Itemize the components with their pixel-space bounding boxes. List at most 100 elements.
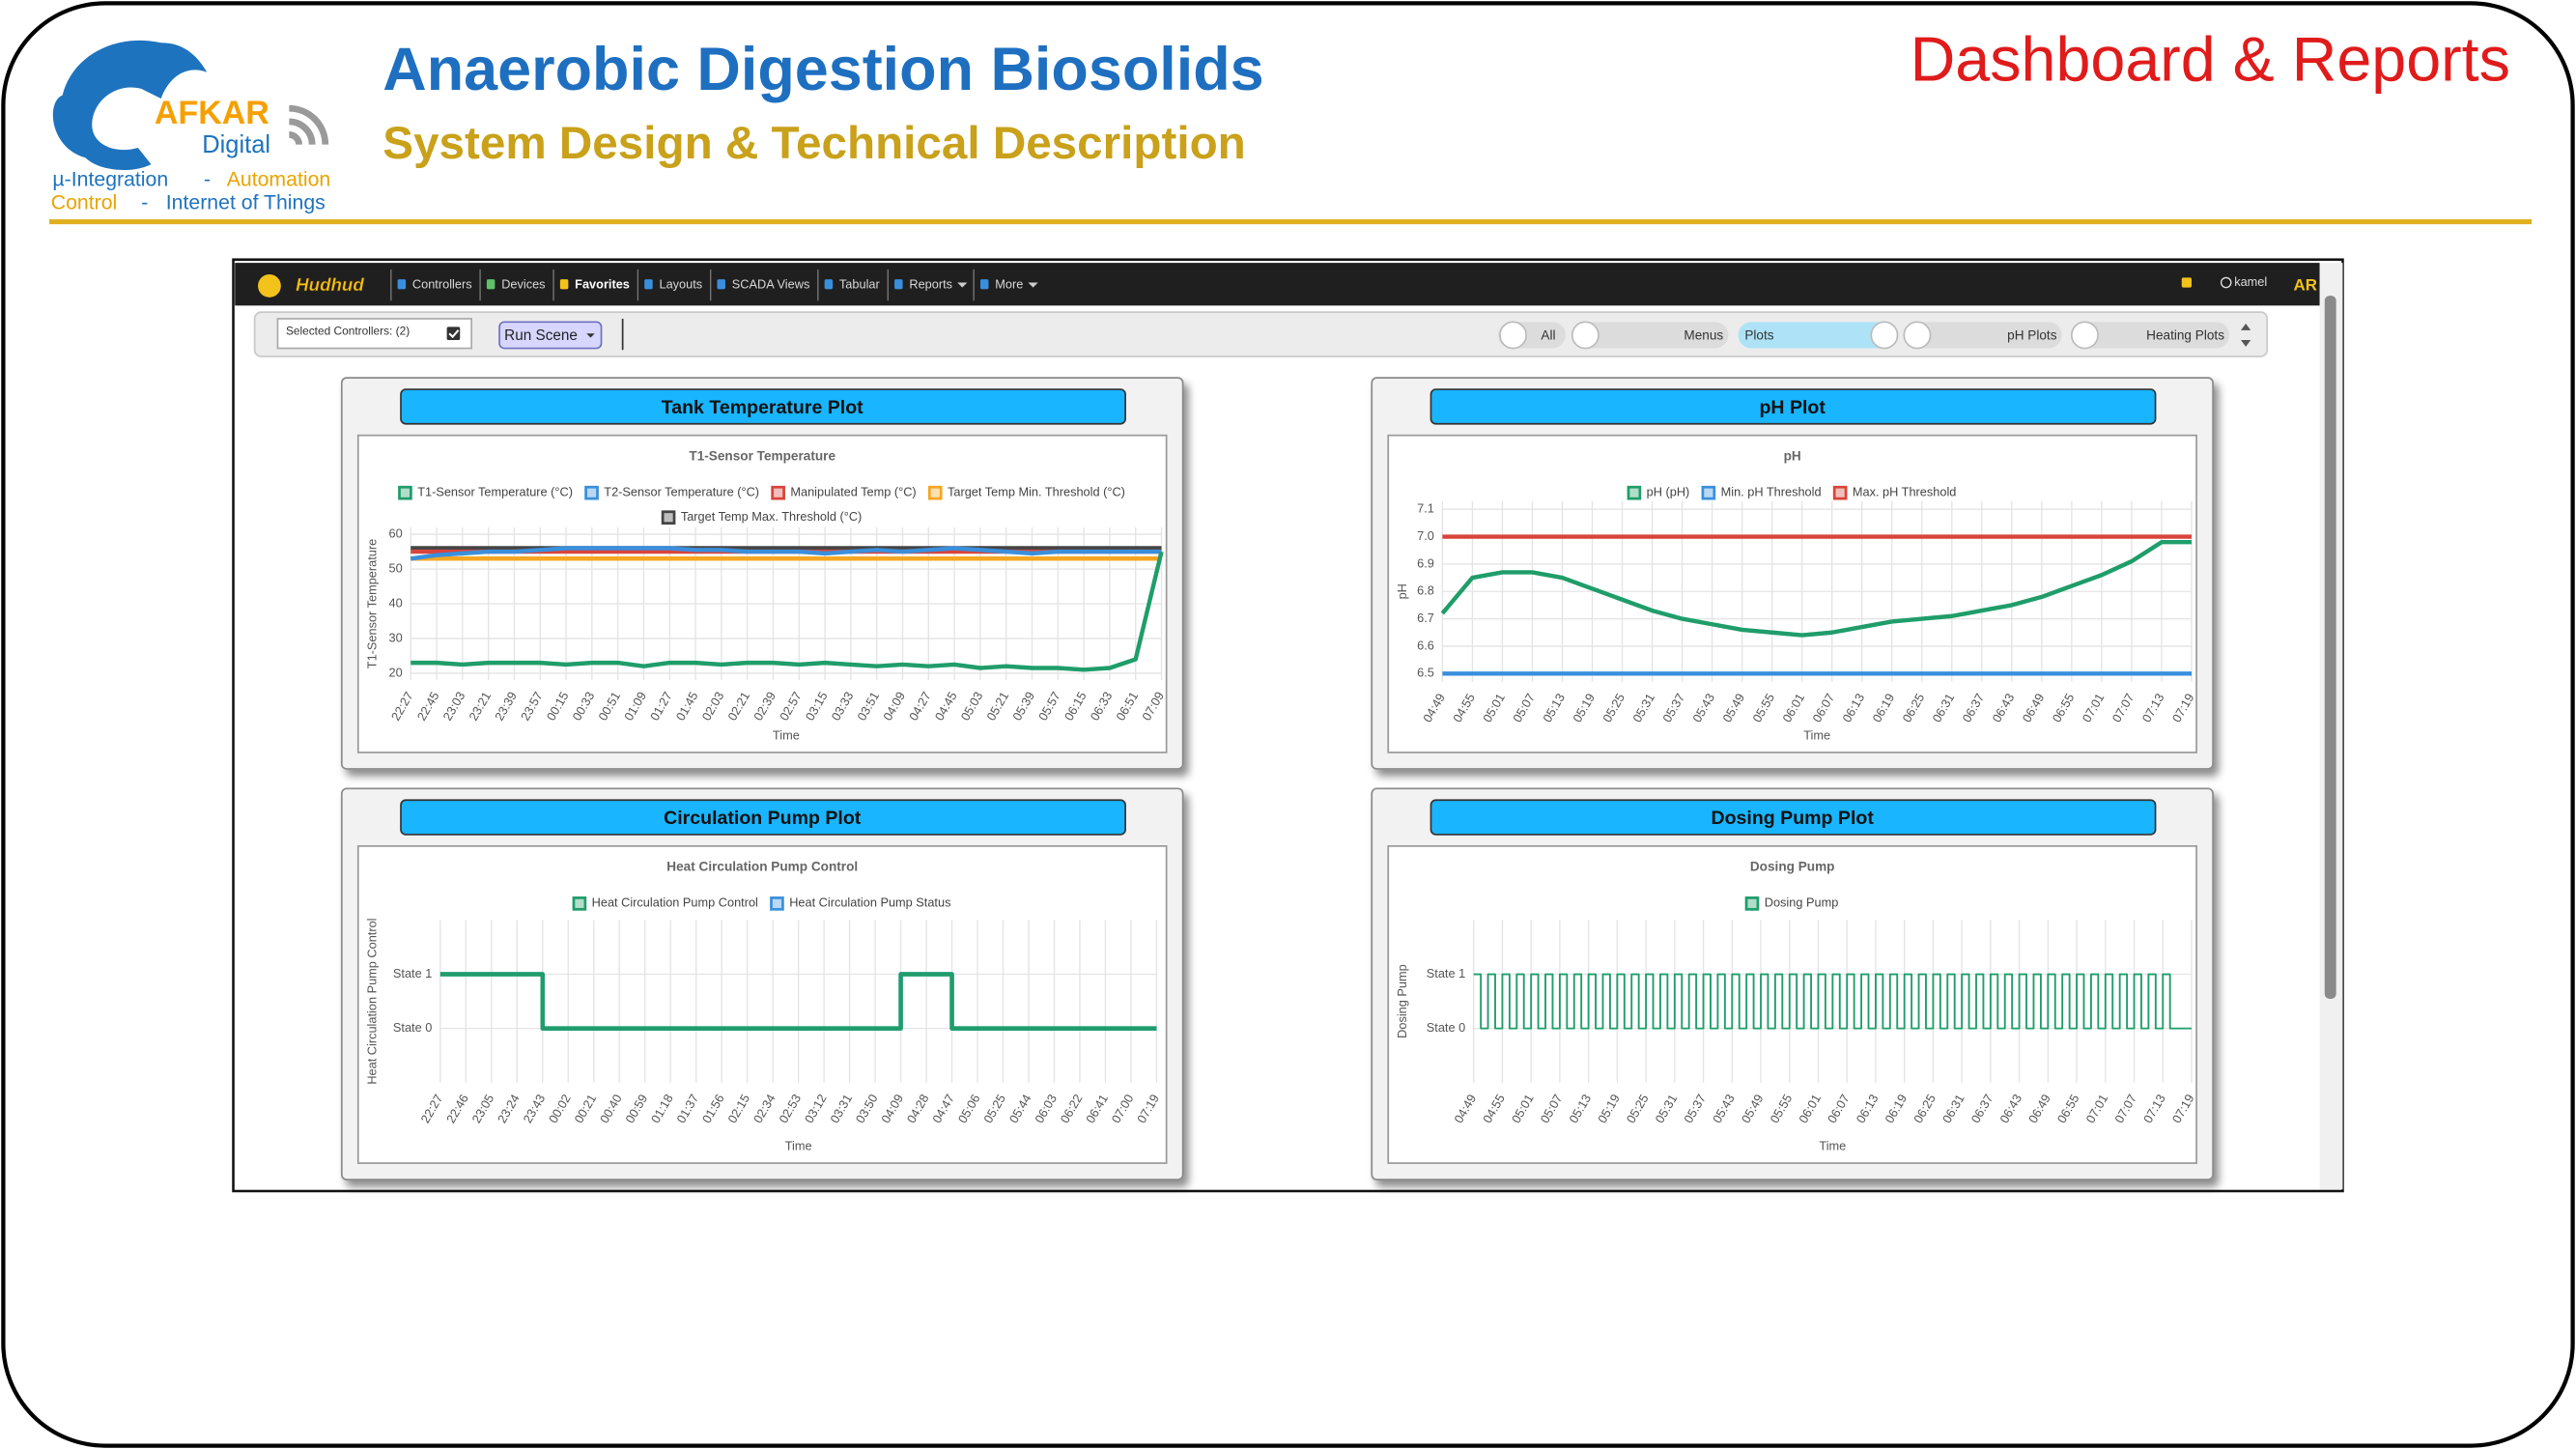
toggle-label: Menus bbox=[1684, 327, 1723, 342]
x-axis-title: Time bbox=[773, 727, 800, 742]
legend-swatch[interactable] bbox=[771, 485, 785, 500]
y-tick-label: 20 bbox=[389, 665, 403, 679]
series-line bbox=[410, 551, 1164, 672]
legend-swatch[interactable] bbox=[770, 896, 784, 911]
legend-swatch[interactable] bbox=[661, 510, 676, 526]
x-axis-title: Time bbox=[785, 1138, 812, 1152]
chart-title: Heat Circulation Pump Control bbox=[666, 860, 858, 874]
legend-label[interactable]: T2-Sensor Temperature (°C) bbox=[604, 485, 759, 499]
series-line bbox=[1440, 540, 2192, 638]
language[interactable]: AR bbox=[2293, 275, 2317, 294]
legend-swatch[interactable] bbox=[1701, 485, 1716, 500]
section-title: Dashboard & Reports bbox=[1911, 24, 2510, 94]
logo-name: AFKAR bbox=[155, 95, 269, 131]
brand[interactable]: Hudhud bbox=[296, 274, 365, 296]
series-line bbox=[410, 546, 1162, 561]
logo: AFKAR Digital µ-Integration - Automation… bbox=[51, 40, 331, 213]
legend-label[interactable]: Target Temp Min. Threshold (°C) bbox=[948, 485, 1125, 499]
x-axis-title: Time bbox=[1819, 1138, 1846, 1152]
chart-title: pH bbox=[1784, 448, 1801, 463]
legend-swatch[interactable] bbox=[584, 485, 599, 500]
toggle-track[interactable] bbox=[1738, 322, 1898, 349]
toggle-knob[interactable] bbox=[1571, 321, 1599, 350]
y-axis-title: pH bbox=[1395, 583, 1409, 599]
user[interactable]: kamel bbox=[2234, 274, 2267, 289]
user-icon bbox=[2220, 276, 2232, 289]
toggle-knob[interactable] bbox=[2070, 321, 2099, 350]
nav-item[interactable]: Reports bbox=[909, 276, 952, 291]
toggle-label: All bbox=[1541, 327, 1555, 342]
nav-item[interactable]: Controllers bbox=[412, 276, 472, 291]
toggle-track[interactable] bbox=[2073, 322, 2230, 349]
nav-icon bbox=[894, 279, 903, 290]
brand-icon bbox=[258, 274, 281, 298]
nav-item[interactable]: SCADA Views bbox=[732, 276, 810, 291]
logo-tagline: - bbox=[204, 168, 211, 191]
scrollbar-thumb[interactable] bbox=[2324, 296, 2336, 1000]
toolbar-spinner[interactable] bbox=[2241, 324, 2251, 347]
toggle-knob[interactable] bbox=[1903, 321, 1932, 350]
chart-frame bbox=[1387, 434, 2197, 753]
legend-swatch[interactable] bbox=[927, 485, 943, 500]
nav-icon bbox=[979, 279, 989, 290]
panel-title: pH Plot bbox=[1759, 397, 1826, 418]
y-tick-label: 6.5 bbox=[1417, 666, 1434, 680]
legend-label[interactable]: Manipulated Temp (°C) bbox=[790, 485, 916, 499]
legend-label[interactable]: Target Temp Max. Threshold (°C) bbox=[681, 509, 862, 524]
y-tick-label: State 0 bbox=[1427, 1020, 1465, 1035]
legend-label[interactable]: Heat Circulation Pump Status bbox=[789, 895, 950, 910]
y-tick-label: 50 bbox=[389, 560, 403, 575]
controllers-label: Selected Controllers: (2) bbox=[286, 325, 410, 338]
nav-item[interactable]: Layouts bbox=[660, 276, 703, 291]
legend-label[interactable]: Min. pH Threshold bbox=[1721, 485, 1822, 499]
panel-title-bar bbox=[400, 388, 1126, 425]
y-tick-label: 7.0 bbox=[1417, 528, 1434, 543]
subtitle: System Design & Technical Description bbox=[382, 118, 1245, 169]
nav-item[interactable]: Tabular bbox=[839, 276, 881, 291]
y-tick-label: 6.9 bbox=[1417, 555, 1434, 570]
nav-item[interactable]: Favorites bbox=[575, 276, 630, 291]
legend-swatch[interactable] bbox=[398, 485, 412, 500]
legend-label[interactable]: Dosing Pump bbox=[1765, 895, 1839, 910]
panel-title: Dosing Pump Plot bbox=[1712, 808, 1875, 829]
legend-swatch[interactable] bbox=[572, 896, 587, 911]
nav-item[interactable]: More bbox=[995, 276, 1023, 291]
edit-icon[interactable] bbox=[2181, 277, 2192, 288]
y-tick-label: 6.7 bbox=[1417, 611, 1434, 625]
toggle-label: pH Plots bbox=[2007, 327, 2057, 342]
legend-label[interactable]: Max. pH Threshold bbox=[1853, 485, 1956, 499]
x-axis-title: Time bbox=[1803, 727, 1830, 742]
logo-tagline: Automation bbox=[227, 168, 331, 191]
legend-label[interactable]: Heat Circulation Pump Control bbox=[592, 895, 758, 910]
logo-tagline: Internet of Things bbox=[166, 190, 326, 213]
y-tick-label: 6.6 bbox=[1417, 638, 1434, 652]
toggle-knob[interactable] bbox=[1870, 321, 1899, 350]
y-axis-title: Dosing Pump bbox=[1395, 964, 1409, 1038]
controllers-checkbox[interactable] bbox=[446, 327, 461, 341]
toggle-track[interactable] bbox=[1906, 322, 2062, 349]
toggle-track[interactable] bbox=[1571, 322, 1729, 349]
nav-item[interactable]: Devices bbox=[501, 276, 545, 291]
y-tick-label: 60 bbox=[389, 526, 403, 540]
legend-label[interactable]: T1-Sensor Temperature (°C) bbox=[417, 485, 573, 499]
series-line bbox=[1473, 973, 2192, 1030]
logo-sub: Digital bbox=[202, 131, 270, 158]
toggle-knob[interactable] bbox=[1499, 321, 1527, 350]
toggle-label: Plots bbox=[1744, 327, 1773, 342]
run-button-label: Run Scene bbox=[504, 327, 578, 344]
check bbox=[448, 329, 460, 339]
nav-icon bbox=[559, 279, 569, 290]
nav-icon bbox=[486, 279, 495, 290]
content: Hudhud Controllers Devices Favorites Layouts… bbox=[258, 269, 2317, 1180]
y-tick-label: 40 bbox=[389, 595, 403, 610]
legend-swatch[interactable] bbox=[1744, 896, 1760, 911]
chart-title: Dosing Pump bbox=[1750, 860, 1835, 874]
y-tick-label: 30 bbox=[389, 630, 403, 644]
run-button[interactable] bbox=[498, 321, 603, 350]
y-tick-label: 7.1 bbox=[1417, 501, 1434, 516]
logo-signal bbox=[288, 104, 329, 146]
legend-swatch[interactable] bbox=[1832, 485, 1848, 500]
legend-swatch[interactable] bbox=[1627, 485, 1642, 500]
legend-label[interactable]: pH (pH) bbox=[1647, 485, 1690, 499]
